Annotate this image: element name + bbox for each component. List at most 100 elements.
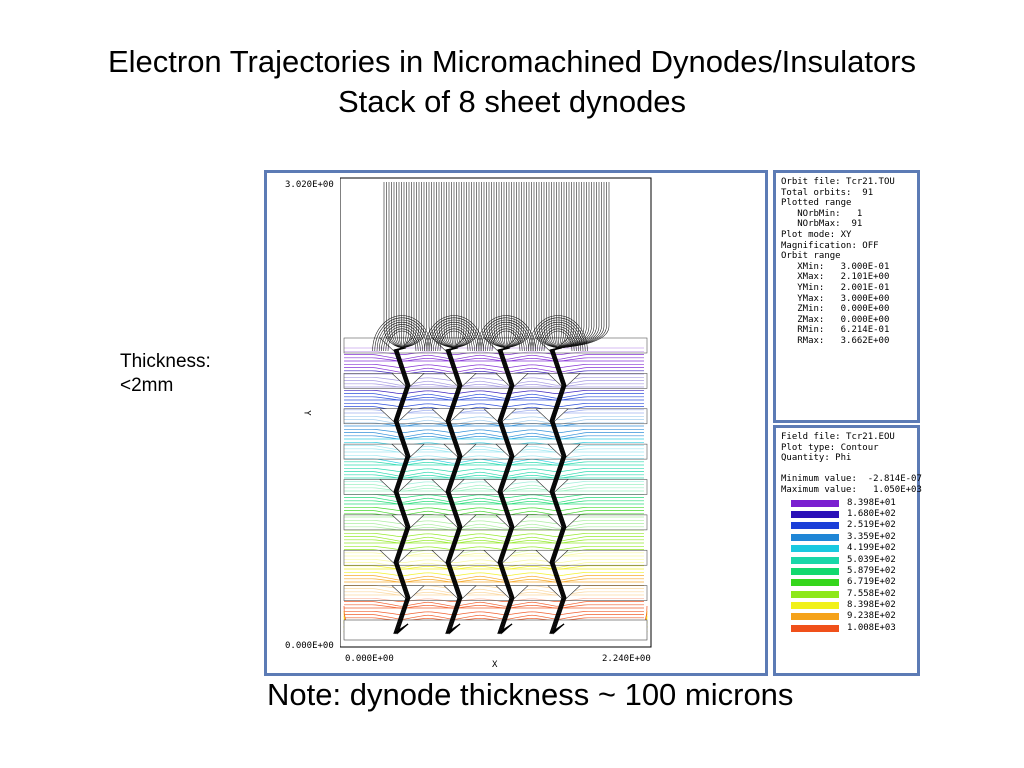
electron-orbit	[557, 182, 567, 349]
potential-contour-line	[344, 532, 644, 537]
potential-contour-line	[344, 578, 644, 583]
potential-contour-line	[344, 614, 644, 620]
secondary-emission-loop	[378, 322, 426, 352]
electron-orbit	[505, 182, 515, 349]
legend-value: 9.238E+02	[847, 611, 896, 622]
orbit-info-line: Plotted range	[781, 198, 852, 209]
legend-entry: 5.879E+02	[781, 566, 922, 577]
legend-entry: 6.719E+02	[781, 577, 922, 588]
legend-swatch	[791, 590, 839, 598]
legend-entry: 8.398E+02	[781, 600, 922, 611]
orbit-info-line: Orbit file: Tcr21.TOU	[781, 177, 895, 187]
electron-orbit	[443, 182, 455, 349]
x-axis-max-label: 2.240E+00	[602, 654, 651, 664]
cascade-trajectory	[500, 347, 514, 635]
legend-value: 6.719E+02	[847, 577, 896, 588]
electron-orbit	[398, 182, 403, 349]
secondary-emission-loop	[482, 322, 530, 352]
electron-orbit	[533, 182, 559, 349]
orbit-info-panel: Orbit file: Tcr21.TOU Total orbits: 91 Plo…	[773, 170, 920, 423]
electron-orbit	[556, 182, 559, 349]
potential-contour-line	[344, 389, 644, 394]
orbit-info-line: Orbit range	[781, 251, 841, 262]
x-axis-name: X	[492, 660, 498, 670]
electron-orbit	[505, 182, 512, 349]
cascade-trajectory	[394, 347, 409, 635]
dynode-sheet	[343, 373, 648, 389]
dynode-sheet	[343, 443, 648, 460]
secondary-emission-loop	[539, 326, 577, 352]
y-axis-max-label: 3.020E+00	[285, 180, 334, 190]
legend-value: 7.558E+02	[847, 588, 896, 599]
secondary-emission-loop	[435, 326, 473, 352]
legend-entry: 4.199E+02	[781, 543, 922, 554]
electron-orbit	[557, 182, 577, 349]
electron-orbit	[505, 182, 510, 349]
secondary-emission-loop	[376, 319, 428, 352]
secondary-emission-loop	[534, 322, 582, 352]
thickness-value: <2mm	[120, 375, 174, 396]
electron-orbit	[557, 182, 585, 349]
legend-entry: 7.558E+02	[781, 589, 922, 600]
legend-swatch	[791, 579, 839, 587]
cascade-trajectory	[551, 347, 565, 635]
orbit-info-line: Plot mode: XY	[781, 229, 852, 240]
x-axis-min-label: 0.000E+00	[345, 654, 394, 664]
legend-entry: 8.398E+01	[781, 498, 922, 509]
legend-swatch	[791, 499, 839, 507]
potential-contour-line	[344, 565, 644, 570]
legend-entry: 1.680E+02	[781, 509, 922, 520]
potential-contour-line	[344, 545, 644, 550]
secondary-emission-loop	[487, 326, 525, 352]
secondary-emission-loop	[430, 322, 478, 352]
secondary-emission-loop	[530, 317, 586, 352]
secondary-emission-loop	[372, 315, 432, 352]
potential-contour-line	[344, 467, 644, 472]
orbit-info-line: YMin: 2.001E-01	[781, 282, 890, 293]
potential-contour-line	[344, 461, 644, 466]
legend-entry: 1.008E+03	[781, 623, 922, 634]
electron-orbit	[393, 182, 403, 349]
slide-title-line-1: Electron Trajectories in Micromachined D…	[107, 44, 917, 79]
cascade-trajectory	[397, 347, 411, 635]
legend-value: 8.398E+01	[847, 497, 896, 508]
legend-value: 4.199E+02	[847, 543, 896, 554]
secondary-emission-loop	[532, 319, 584, 352]
field-info-line: Plot type: Contour	[781, 442, 879, 453]
potential-contour-line	[344, 610, 644, 615]
electron-orbit	[396, 182, 403, 349]
electron-orbit	[557, 182, 590, 349]
field-info-line: Quantity: Phi	[781, 453, 852, 464]
orbit-info-line: RMax: 3.662E+00	[781, 335, 890, 346]
legend-swatch	[791, 624, 839, 632]
cascade-trajectory	[550, 347, 565, 635]
dynode-sheet	[343, 514, 648, 531]
cascade-trajectory	[499, 347, 513, 635]
orbit-info-line: RMin: 6.214E-01	[781, 325, 890, 336]
legend-swatch	[791, 522, 839, 530]
electron-orbit	[401, 182, 405, 349]
electron-orbit	[551, 182, 559, 349]
legend-swatch	[791, 613, 839, 621]
secondary-emission-loop	[485, 324, 527, 352]
cascade-trajectory	[445, 347, 461, 635]
orbit-info-line: Magnification: OFF	[781, 240, 879, 251]
y-axis-name: Y	[301, 410, 312, 416]
secondary-emission-loop	[385, 328, 419, 352]
electron-orbit	[557, 182, 605, 349]
potential-contour-line	[344, 357, 644, 362]
potential-contour-line	[344, 506, 644, 511]
electron-orbit	[453, 182, 480, 349]
electron-orbit	[451, 182, 455, 349]
legend-value: 3.359E+02	[847, 531, 896, 542]
y-axis-min-label: 0.000E+00	[285, 641, 334, 651]
cascade-trajectory	[448, 347, 462, 635]
cascade-trajectory	[549, 347, 565, 635]
secondary-emission-loop	[381, 324, 423, 352]
secondary-emission-loop	[424, 315, 484, 352]
electron-orbit	[401, 182, 407, 349]
thickness-label: Thickness:	[120, 351, 211, 372]
potential-contour-line	[344, 575, 644, 581]
secondary-emission-loop	[537, 324, 579, 352]
anode-plate	[343, 619, 648, 641]
